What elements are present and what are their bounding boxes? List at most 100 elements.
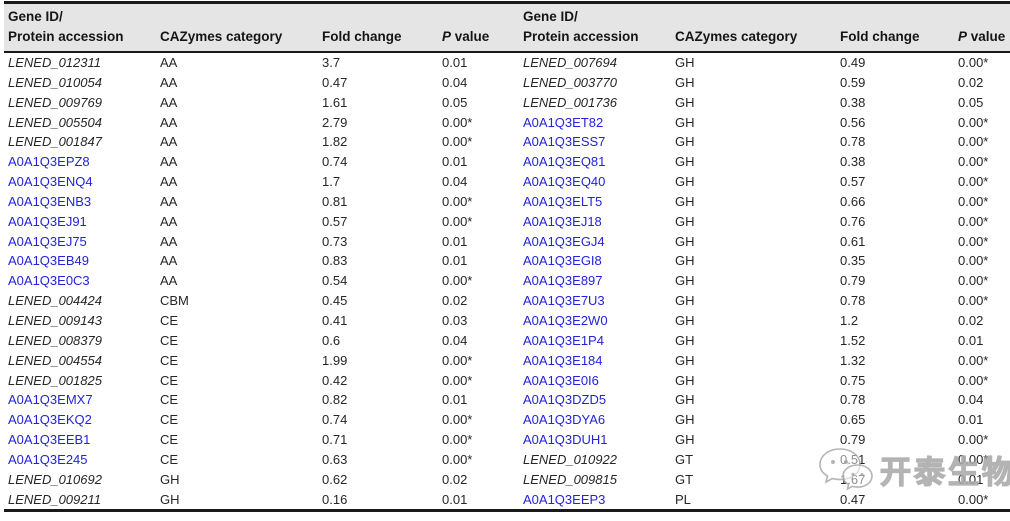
cazymes-category: AA: [160, 253, 178, 269]
protein-accession-link[interactable]: A0A1Q3DUH1: [523, 432, 608, 448]
table-row: A0A1Q3E897 GH 0.79 0.00*: [515, 271, 1010, 291]
fold-change: 0.78: [840, 293, 866, 309]
cazymes-category: AA: [160, 55, 178, 70]
table-row: A0A1Q3ELT5 GH 0.66 0.00*: [515, 192, 1010, 212]
protein-accession-link[interactable]: A0A1Q3ENB3: [8, 193, 92, 209]
protein-accession-link[interactable]: A0A1Q3DYA6: [523, 412, 606, 428]
fold-change: 0.41: [322, 312, 348, 328]
table-row: LENED_009211 GH 0.16 0.01: [4, 490, 515, 510]
table-row: LENED_003770 GH 0.59 0.02: [515, 73, 1010, 93]
table-row: A0A1Q3E2W0 GH 1.2 0.02: [515, 311, 1010, 331]
header-gene-line1: Gene ID/: [523, 9, 578, 24]
p-value: 0.01: [958, 471, 984, 487]
protein-accession-link[interactable]: A0A1Q3ET82: [523, 114, 604, 130]
protein-accession-link[interactable]: A0A1Q3EEP3: [523, 491, 606, 507]
protein-accession-link[interactable]: A0A1Q3EJ91: [8, 213, 87, 229]
p-rest: value: [451, 29, 490, 44]
col-header-fold-change: Fold change: [322, 4, 442, 53]
protein-accession-link[interactable]: A0A1Q3DZD5: [523, 392, 607, 408]
col-header-gene-id: Gene ID/ Protein accession: [515, 4, 675, 53]
protein-accession-link[interactable]: A0A1Q3E184: [523, 352, 603, 368]
cazymes-category: GH: [675, 432, 695, 448]
protein-accession-link[interactable]: A0A1Q3E1P4: [523, 332, 604, 348]
protein-accession-link[interactable]: A0A1Q3EQ81: [523, 154, 606, 170]
p-value: 0.01: [442, 233, 468, 249]
table-row: LENED_008379 CE 0.6 0.04: [4, 331, 515, 351]
protein-accession-link[interactable]: A0A1Q3EJ18: [523, 213, 602, 229]
table-row: A0A1Q3E1P4 GH 1.52 0.01: [515, 331, 1010, 351]
p-value: 0.00*: [958, 114, 989, 130]
protein-accession-link[interactable]: A0A1Q3EEB1: [8, 432, 91, 448]
table-header-left: Gene ID/ Protein accession CAZymes categ…: [4, 4, 515, 53]
table-row: A0A1Q3EKQ2 CE 0.74 0.00*: [4, 410, 515, 430]
p-value: 0.00*: [442, 372, 473, 388]
cazymes-category: GH: [675, 312, 695, 328]
protein-accession-link[interactable]: A0A1Q3E7U3: [523, 293, 605, 309]
p-value: 0.00*: [958, 193, 989, 209]
protein-accession-link[interactable]: A0A1Q3E0I6: [523, 372, 599, 388]
protein-accession-link[interactable]: A0A1Q3EGI8: [523, 253, 602, 269]
protein-accession-link[interactable]: A0A1Q3E897: [523, 273, 603, 289]
gene-id: LENED_001825: [8, 372, 102, 388]
cazymes-category: GT: [675, 451, 694, 467]
table-row: A0A1Q3ENQ4 AA 1.7 0.04: [4, 172, 515, 192]
table-columns-container: Gene ID/ Protein accession CAZymes categ…: [4, 4, 1010, 509]
protein-accession-link[interactable]: A0A1Q3EPZ8: [8, 154, 90, 170]
protein-accession-link[interactable]: A0A1Q3ENQ4: [8, 174, 93, 190]
cazymes-category: GH: [160, 471, 180, 487]
table-row: LENED_007694 GH 0.49 0.00*: [515, 52, 1010, 73]
protein-accession-link[interactable]: A0A1Q3EMX7: [8, 392, 93, 408]
protein-accession-link[interactable]: A0A1Q3ELT5: [523, 193, 603, 209]
p-value: 0.00*: [958, 293, 989, 309]
fold-change: 0.59: [840, 74, 866, 90]
protein-accession-link[interactable]: A0A1Q3EJ75: [8, 233, 87, 249]
protein-accession-link[interactable]: A0A1Q3E2W0: [523, 312, 608, 328]
fold-change: 1.67: [840, 471, 866, 487]
fold-change: 0.83: [322, 253, 348, 269]
protein-accession-link[interactable]: A0A1Q3EB49: [8, 253, 89, 269]
p-value: 0.00*: [958, 233, 989, 249]
table-row: A0A1Q3EGI8 GH 0.35 0.00*: [515, 251, 1010, 271]
fold-change: 0.74: [322, 154, 348, 170]
col-header-p-value: P value: [958, 4, 1010, 53]
gene-id: LENED_001847: [8, 134, 102, 150]
fold-change: 1.7: [322, 174, 341, 190]
cazymes-category: CE: [160, 312, 179, 328]
p-value: 0.01: [442, 392, 468, 408]
cazymes-category: AA: [160, 154, 178, 170]
protein-accession-link[interactable]: A0A1Q3EKQ2: [8, 412, 92, 428]
fold-change: 0.47: [840, 491, 866, 507]
cazymes-category: CE: [160, 372, 179, 388]
cazymes-category: GH: [675, 332, 695, 348]
table-row: A0A1Q3E245 CE 0.63 0.00*: [4, 450, 515, 470]
gene-id: LENED_009769: [8, 94, 102, 110]
table-row: A0A1Q3E0C3 AA 0.54 0.00*: [4, 271, 515, 291]
gene-id: LENED_007694: [523, 55, 617, 70]
p-value: 0.00*: [442, 273, 473, 289]
fold-change: 0.74: [322, 412, 348, 428]
protein-accession-link[interactable]: A0A1Q3ESS7: [523, 134, 606, 150]
cazymes-category: GH: [675, 193, 695, 209]
protein-accession-link[interactable]: A0A1Q3E245: [8, 451, 88, 467]
table-row: A0A1Q3EJ18 GH 0.76 0.00*: [515, 212, 1010, 232]
fold-change: 0.54: [322, 273, 348, 289]
cazymes-category: GH: [675, 174, 695, 190]
cazymes-category: GT: [675, 471, 694, 487]
p-value: 0.04: [442, 174, 468, 190]
fold-change: 0.75: [840, 372, 866, 388]
table-row: A0A1Q3EMX7 CE 0.82 0.01: [4, 390, 515, 410]
p-value: 0.00*: [958, 432, 989, 448]
protein-accession-link[interactable]: A0A1Q3EQ40: [523, 174, 606, 190]
p-value: 0.00*: [958, 372, 989, 388]
p-value: 0.00*: [958, 134, 989, 150]
p-value: 0.00*: [958, 154, 989, 170]
table-row: A0A1Q3EB49 AA 0.83 0.01: [4, 251, 515, 271]
fold-change: 0.63: [322, 451, 348, 467]
fold-change: 3.7: [322, 55, 341, 70]
protein-accession-link[interactable]: A0A1Q3EGJ4: [523, 233, 605, 249]
table-row: LENED_001736 GH 0.38 0.05: [515, 93, 1010, 113]
table-row: A0A1Q3EJ91 AA 0.57 0.00*: [4, 212, 515, 232]
p-value: 0.02: [442, 471, 468, 487]
protein-accession-link[interactable]: A0A1Q3E0C3: [8, 273, 90, 289]
fold-change: 0.81: [322, 193, 348, 209]
